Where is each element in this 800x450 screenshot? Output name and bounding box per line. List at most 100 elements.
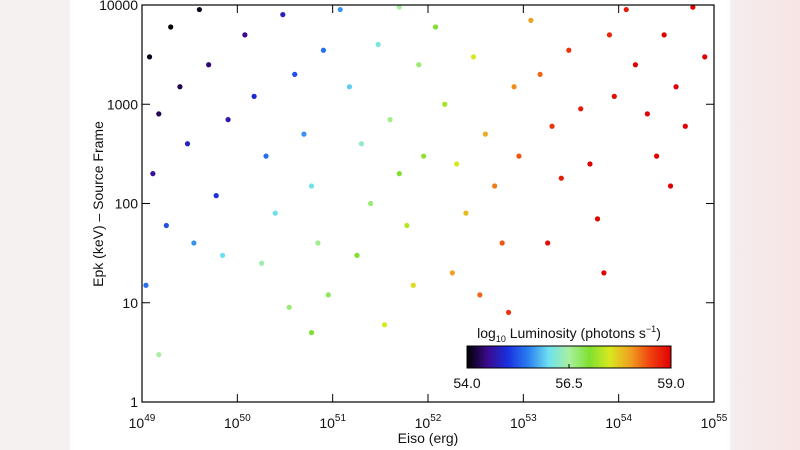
y-tick-label: 10 bbox=[122, 295, 138, 311]
point bbox=[505, 309, 512, 315]
tick-base: 10 bbox=[510, 415, 526, 431]
y-axis-label: Epk (keV) – Source Frame bbox=[90, 121, 106, 287]
point bbox=[690, 4, 696, 10]
tick-base: 10 bbox=[701, 415, 717, 431]
point bbox=[375, 41, 381, 48]
point bbox=[163, 222, 169, 229]
point bbox=[558, 175, 564, 181]
point bbox=[549, 123, 555, 129]
point bbox=[225, 117, 231, 123]
edge bbox=[730, 0, 800, 450]
label-part: ) bbox=[656, 325, 661, 341]
point bbox=[454, 161, 460, 167]
point bbox=[601, 270, 607, 276]
y-tick-label: 100 bbox=[115, 196, 139, 212]
point bbox=[280, 12, 286, 18]
point bbox=[537, 71, 543, 77]
label-part: Luminosity (photons s bbox=[506, 325, 646, 341]
label-part: log bbox=[477, 325, 496, 341]
point bbox=[263, 153, 269, 159]
tick-exponent: 50 bbox=[240, 413, 252, 424]
x-tick-label: 1053 bbox=[510, 413, 537, 431]
x-tick-label: 1051 bbox=[319, 413, 346, 431]
point bbox=[337, 6, 343, 13]
point bbox=[150, 171, 156, 177]
tick-exponent: 54 bbox=[621, 413, 633, 424]
point bbox=[449, 270, 455, 276]
point bbox=[545, 240, 551, 246]
point bbox=[611, 93, 617, 99]
plot-background bbox=[70, 0, 730, 450]
point bbox=[499, 240, 505, 246]
tick-base: 10 bbox=[605, 415, 621, 431]
point bbox=[470, 54, 477, 60]
point bbox=[511, 84, 517, 90]
point bbox=[421, 153, 427, 159]
tick-exponent: 51 bbox=[335, 413, 347, 424]
point bbox=[404, 222, 410, 229]
point bbox=[259, 260, 265, 266]
x-tick-label: 1052 bbox=[415, 413, 442, 431]
colorbar-tick-label: 54.0 bbox=[453, 375, 480, 391]
point bbox=[682, 123, 688, 129]
point bbox=[156, 352, 162, 358]
point bbox=[368, 200, 374, 207]
x-tick-label: 1050 bbox=[224, 413, 251, 431]
point bbox=[566, 47, 572, 53]
point bbox=[206, 62, 212, 68]
point bbox=[396, 171, 402, 177]
tick-exponent: 49 bbox=[144, 413, 156, 424]
point bbox=[346, 84, 353, 90]
colorbar-tick-label: 59.0 bbox=[657, 375, 684, 391]
point bbox=[606, 32, 613, 38]
point bbox=[410, 282, 416, 288]
point bbox=[320, 47, 327, 53]
point bbox=[177, 84, 183, 90]
point bbox=[463, 210, 469, 216]
point bbox=[358, 141, 364, 147]
point bbox=[286, 304, 292, 310]
y-tick-label: 10000 bbox=[99, 0, 138, 13]
point bbox=[442, 101, 448, 107]
x-axis-label: Eiso (erg) bbox=[398, 430, 459, 446]
point bbox=[325, 292, 331, 298]
point bbox=[308, 183, 315, 189]
point bbox=[272, 210, 278, 216]
tick-base: 10 bbox=[319, 415, 335, 431]
point bbox=[156, 111, 162, 117]
x-tick-label: 1054 bbox=[605, 413, 632, 431]
point bbox=[191, 240, 197, 246]
point bbox=[673, 84, 679, 90]
point bbox=[146, 54, 153, 60]
label-sub: 10 bbox=[496, 334, 506, 344]
tick-base: 10 bbox=[129, 415, 145, 431]
point bbox=[168, 24, 174, 30]
point bbox=[661, 32, 667, 38]
point bbox=[387, 117, 393, 123]
tick-base: 10 bbox=[415, 415, 431, 431]
x-tick-label: 1049 bbox=[129, 413, 156, 431]
tick-base: 10 bbox=[224, 415, 240, 431]
point bbox=[184, 141, 191, 147]
point bbox=[292, 71, 298, 77]
point bbox=[477, 292, 483, 298]
point bbox=[482, 131, 488, 137]
colorbar-tick-label: 56.5 bbox=[555, 375, 582, 391]
point bbox=[308, 330, 315, 336]
point bbox=[251, 93, 257, 99]
point bbox=[213, 193, 219, 199]
point bbox=[219, 252, 226, 258]
points bbox=[143, 4, 708, 358]
label-sup: −1 bbox=[646, 324, 656, 334]
point bbox=[381, 322, 388, 328]
point bbox=[143, 282, 149, 288]
colorbar-label: log10 Luminosity (photons s−1) bbox=[477, 324, 661, 344]
point bbox=[396, 4, 402, 10]
point bbox=[632, 62, 639, 68]
point bbox=[354, 252, 360, 258]
x-tick-label: 1055 bbox=[701, 413, 728, 431]
tick-exponent: 52 bbox=[430, 413, 442, 424]
point bbox=[242, 32, 248, 38]
